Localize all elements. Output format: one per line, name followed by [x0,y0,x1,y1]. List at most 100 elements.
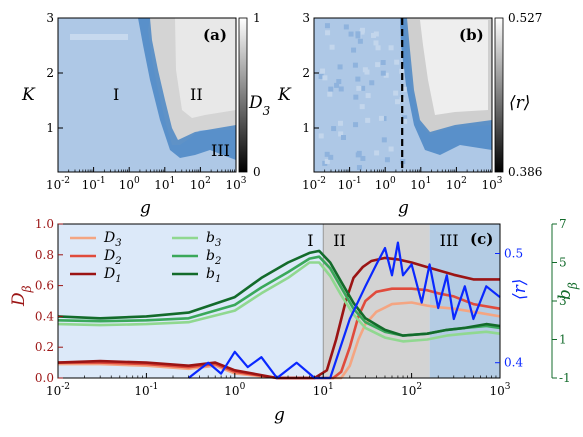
panel-b-xtick-label: 10-2 [302,176,326,192]
panel-a-xtick-label: 103 [225,176,246,192]
panel-a-region-ii-light [175,18,236,118]
panel-b-tag: (b) [459,26,484,44]
panel-c-ytick-left-label: 0.2 [35,340,54,354]
panel-b-speckle [348,31,354,37]
panel-b-xtick-label: 103 [481,176,502,192]
panel-c-y-ticks-left: 0.0 0.2 0.4 0.6 0.8 1.0 [35,217,63,385]
panel-c-x-ticks: 10-2 10-1 100 101 102 103 [46,373,511,398]
panel-b-speckle [388,146,394,152]
panel-a-colorbar-label: D3 [248,93,271,118]
panel-a-xtick-label: 10-2 [46,176,70,192]
panel-c-legend: D3 b3 D2 b2 D1 b1 [70,230,221,285]
panel-a-xlabel: g [140,198,151,218]
panel-a-xtick-label: 101 [154,176,175,192]
panel-b-speckle [402,115,408,121]
panel-b-speckle [362,67,368,73]
panel-a-ytick-label: 3 [46,11,54,25]
panel-b-speckle [325,30,331,36]
panel-c-frame [57,223,501,379]
panel-a-xtick-label: 10-1 [82,176,106,192]
panel-c-ytick-left-label: 0.0 [35,371,54,385]
legend-label: D2 [103,248,122,267]
panel-b-xlabel: g [398,198,409,218]
panel-a-colorbar-min: 0 [253,165,261,179]
panel-b-speckle [318,133,324,139]
panel-b-speckle [337,120,343,126]
panel-b-speckle [322,75,328,81]
panel-a-boundary-band [138,18,236,160]
panel-b-speckle [328,154,334,160]
panel-b-speckle [360,155,366,161]
panel-b-speckle [328,86,334,92]
panel-c-ytick-left-label: 0.6 [35,279,54,293]
panel-b-speckle [356,165,362,171]
panel-b-speckle [384,157,390,163]
panel-b-speckle [393,90,399,96]
panel-a-colorbar-max: 1 [253,11,261,25]
panel-b-colorbar-min: 0.386 [508,165,542,179]
panel-c-ytick-right-outer-label: -1 [559,371,571,385]
series-line-D1 [57,256,500,380]
panel-c-ytick-left-label: 0.4 [35,309,54,323]
panel-b-speckle [375,45,381,51]
panel-b-speckle [373,40,379,46]
panel-b-speckle [369,80,375,86]
panel-a-y-ticks: 1 2 3 [46,11,63,135]
panel-b-speckle [337,64,343,70]
panel-b-speckle [381,116,387,122]
panel-b-speckle [338,86,344,92]
panel-b-speckle [356,85,362,91]
panel-c-xtick-label: 102 [401,382,422,398]
panel-b-speckles [318,23,408,171]
panel-c-ytick-right-outer-label: 1 [559,333,567,347]
panel-a-ylabel: K [21,85,36,105]
panel-b-speckle [383,72,389,78]
panel-a-region-i-label: I [113,85,119,104]
panel-b-speckle [352,62,358,68]
panel-a-colorbar [238,17,248,173]
panel-c-tag: (c) [470,230,493,248]
panel-c-xtick-label: 103 [489,382,510,398]
panel-a-speckle [70,34,128,40]
panel-b-speckle [343,24,349,30]
panel-c-ylabel-right-outer: bβ [555,282,580,300]
panel-b-speckle [394,59,400,65]
panel-a-xtick-label: 102 [190,176,211,192]
panel-b-speckle [388,45,394,51]
panel-b-xtick-label: 102 [446,176,467,192]
panel-b-ytick-label: 3 [302,11,310,25]
panel-b-speckle [374,150,380,156]
legend-label: D1 [103,266,122,285]
panel-b: (b) 1 2 3 10-2 10-1 100 101 102 103 K g 0.527 0… [277,11,542,218]
legend-label: b1 [206,266,221,285]
panel-b-frame [313,17,493,173]
series-line-D3 [58,301,501,380]
panel-c-ytick-right-inner-label: 0.4 [504,356,523,370]
panel-b-speckle [359,29,365,35]
panel-a-region-iii-label: III [211,141,230,160]
panel-c-series [57,241,501,380]
legend-label: b3 [206,230,221,249]
panel-b-speckle [324,23,330,29]
legend-label: D3 [103,230,122,249]
panel-b-speckle [318,73,324,79]
panel-b-speckle [380,60,386,66]
panel-b-colorbar [494,17,504,173]
panel-b-y-ticks: 1 2 3 [302,11,319,135]
panel-b-speckle [338,131,344,137]
panel-b-speckle [399,68,405,74]
panel-b-speckle [336,79,342,85]
panel-b-boundary-band [400,18,492,155]
panel-b-speckle [360,85,366,91]
panel-b-speckle [355,152,361,158]
panel-c-region-label-i: I [307,231,313,250]
panel-b-xtick-label: 101 [410,176,431,192]
panel-b-speckle [359,104,365,110]
panel-b-speckle [355,76,361,82]
panel-b-speckle [340,134,346,140]
panel-b-speckle [371,32,377,38]
panel-c-xtick-label: 10-1 [134,382,158,398]
panel-c-region-2 [323,224,430,378]
panel-a-ytick-label: 1 [46,121,54,135]
